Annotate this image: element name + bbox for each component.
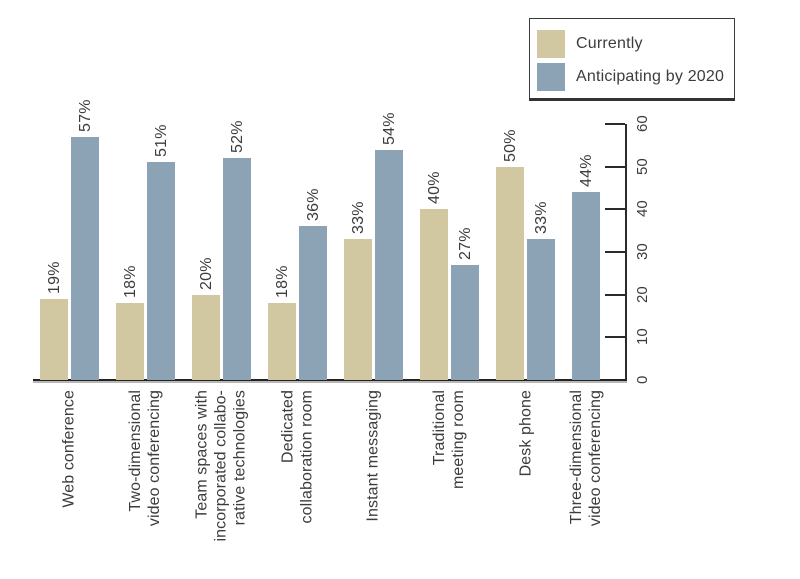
- bar-value-label-text: 44%: [578, 154, 595, 188]
- category-label-text: Dedicated collaboration room: [279, 390, 316, 524]
- bar-value-label-text: 33%: [533, 201, 550, 235]
- y-tick: [605, 123, 625, 125]
- category-label-text: Two-dimensional video conferencing: [127, 390, 164, 527]
- bar-value-label-text: 18%: [274, 265, 291, 299]
- y-tick: [605, 336, 625, 338]
- category-label-text: Traditional meeting room: [431, 390, 468, 490]
- y-tick-label-text: 30: [634, 243, 651, 261]
- bar-value-label-text: 57%: [77, 99, 94, 132]
- bar-anticipating-by-2020-two-dimensional: [147, 162, 175, 380]
- y-tick-label-text: 40: [634, 200, 651, 218]
- bar-anticipating-by-2020-traditional: [451, 264, 479, 380]
- y-tick-label-text: 50: [634, 158, 651, 176]
- category-label-text: Three-dimensional video conferencing: [568, 390, 604, 527]
- bar-value-label-text: 51%: [153, 124, 170, 158]
- legend: Currently Anticipating by 2020: [529, 18, 735, 101]
- bar-anticipating-by-2020-dedicated: [299, 226, 327, 380]
- y-tick-label-text: 20: [634, 286, 651, 304]
- bar-currently-traditional: [420, 209, 448, 380]
- y-tick: [605, 166, 625, 168]
- legend-swatch-anticipating: [537, 63, 565, 91]
- y-tick-label-text: 0: [634, 375, 651, 385]
- category-label-text: Desk phone: [517, 390, 534, 477]
- legend-item-anticipating: Anticipating by 2020: [537, 63, 734, 91]
- bar-currently-dedicated: [268, 303, 296, 380]
- bar-value-label-text: 50%: [502, 129, 519, 162]
- legend-label-currently: Currently: [576, 35, 643, 52]
- bar-value-label-text: 27%: [457, 227, 474, 260]
- legend-item-currently: Currently: [537, 30, 734, 58]
- bar-currently-instant-messaging: [344, 239, 372, 380]
- bar-value-label-text: 20%: [198, 257, 215, 290]
- y-axis-line: [625, 124, 627, 380]
- y-tick-label-text: 10: [634, 328, 651, 346]
- bar-value-label-text: 54%: [381, 111, 398, 145]
- bar-anticipating-by-2020-team-spaces-with: [223, 158, 251, 380]
- bar-anticipating-by-2020-three-dimensional: [572, 192, 600, 380]
- x-axis-line: [33, 379, 627, 381]
- bar-anticipating-by-2020-web-conference: [71, 136, 99, 380]
- bar-currently-team-spaces-with: [192, 294, 220, 380]
- legend-swatch-currently: [537, 30, 565, 58]
- bar-value-label-text: 36%: [305, 188, 322, 222]
- bar-value-label-text: 40%: [426, 171, 443, 205]
- bar-value-label-text: 33%: [350, 201, 367, 235]
- y-tick: [605, 251, 625, 253]
- bar-currently-web-conference: [40, 298, 68, 380]
- bar-value-label-text: 19%: [46, 261, 63, 294]
- category-label-text: Team spaces with incorporated collabo- r…: [194, 390, 249, 542]
- category-label-text: Web conference: [61, 390, 78, 508]
- bar-anticipating-by-2020-desk-phone: [527, 239, 555, 380]
- bar-anticipating-by-2020-instant-messaging: [375, 149, 403, 380]
- y-tick-label-text: 60: [634, 115, 651, 133]
- legend-label-anticipating: Anticipating by 2020: [576, 68, 725, 85]
- y-tick: [605, 294, 625, 296]
- bar-value-label-text: 52%: [229, 120, 246, 154]
- y-tick: [605, 208, 625, 210]
- bar-currently-two-dimensional: [116, 303, 144, 380]
- bar-currently-desk-phone: [496, 166, 524, 380]
- bar-value-label-text: 18%: [122, 265, 139, 299]
- category-label-text: Instant messaging: [365, 390, 382, 522]
